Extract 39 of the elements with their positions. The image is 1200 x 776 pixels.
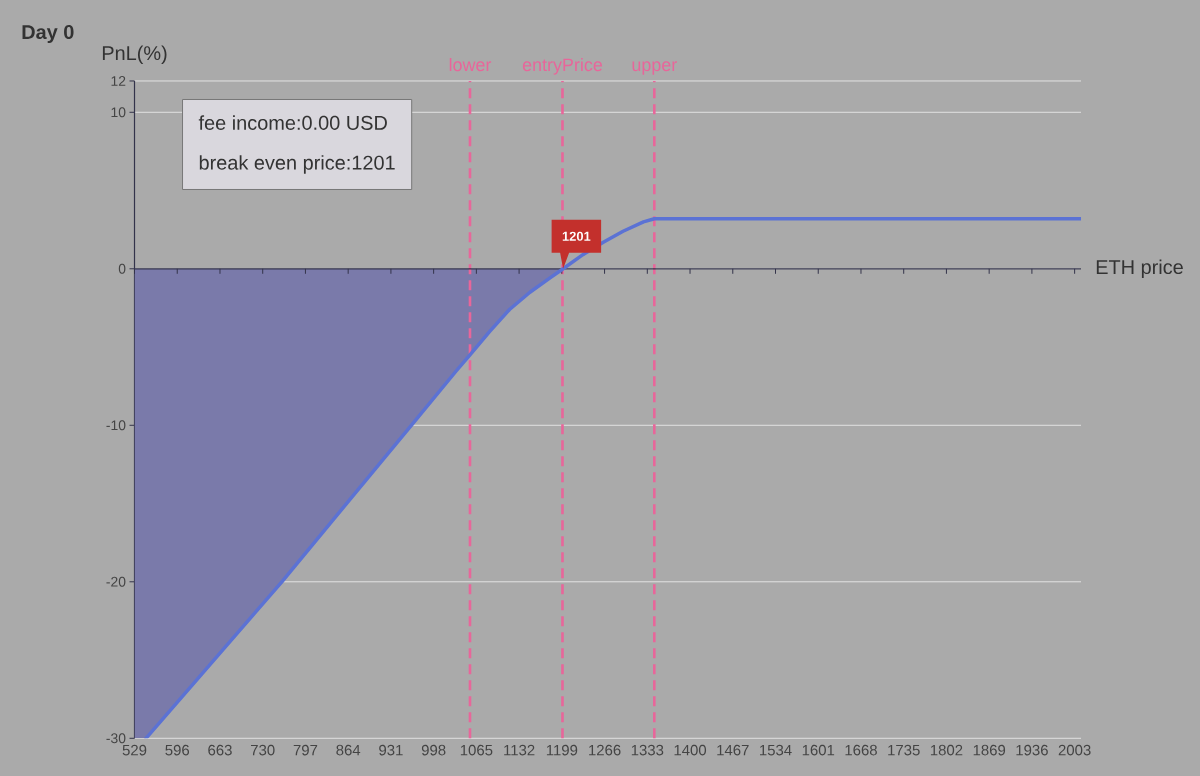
x-tick-label: 1735 (888, 744, 920, 756)
x-tick-label: 864 (336, 744, 361, 756)
annotation: break even price:1201 (199, 155, 395, 174)
x-tick-label: 1333 (631, 744, 664, 756)
x-tick-label: 2003 (1058, 744, 1091, 756)
ref-line-label: entryPrice (522, 57, 603, 75)
x-tick-label: 998 (421, 744, 446, 756)
chart-title: Day 0 (22, 24, 74, 44)
y-tick-label: 10 (111, 107, 126, 118)
y-tick-label: -10 (106, 420, 126, 431)
x-tick-label: 529 (122, 744, 147, 756)
x-tick-label: 1534 (760, 744, 792, 756)
line-series (144, 216, 1082, 739)
x-tick-label: 931 (379, 744, 403, 756)
x-tick-label: 1936 (1016, 744, 1048, 756)
y-tick-label: -30 (106, 733, 126, 744)
y-axis-title: PnL(%) (102, 45, 167, 65)
x-tick-label: 1467 (717, 744, 749, 756)
y-tick-label: 0 (118, 263, 126, 274)
x-tick-label: 1266 (589, 744, 621, 756)
x-axis-title: ETH price (1096, 259, 1183, 279)
x-tick-label: 663 (208, 744, 232, 756)
x-tick-label: 1802 (930, 744, 963, 756)
annotation: 1201 (562, 231, 591, 241)
ref-line-label: upper (632, 61, 677, 75)
ref-line-label: lower (449, 57, 492, 72)
x-tick-label: 1601 (802, 744, 835, 756)
y-tick-label: 12 (111, 76, 126, 86)
x-tick-label: 797 (293, 744, 318, 756)
x-tick-label: 730 (251, 744, 275, 756)
x-tick-label: 1869 (973, 744, 1006, 756)
x-tick-label: 1132 (504, 744, 535, 756)
x-tick-label: 1400 (674, 744, 707, 756)
x-tick-label: 1199 (546, 744, 578, 756)
annotation: fee income:0.00 USD (198, 115, 387, 130)
y-tick-label: -20 (106, 576, 126, 587)
x-tick-label: 596 (165, 744, 190, 756)
x-tick-label: 1065 (460, 744, 493, 756)
x-tick-label: 1668 (845, 744, 877, 756)
